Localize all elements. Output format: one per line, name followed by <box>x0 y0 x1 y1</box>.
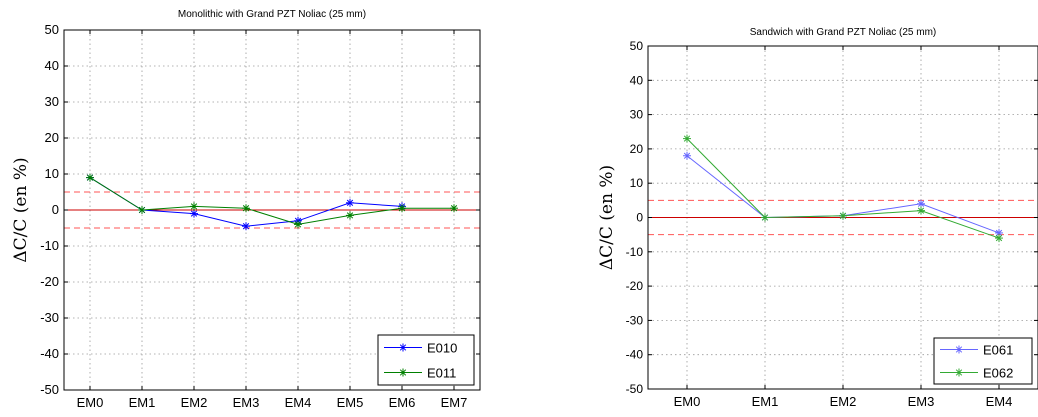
data-point-e011 <box>86 173 94 182</box>
y-tick-label: -40 <box>40 346 59 361</box>
y-tick-label: -20 <box>40 274 59 289</box>
x-tick-label: EM3 <box>908 394 935 409</box>
y-tick-label: -20 <box>626 279 644 293</box>
y-tick-label: 20 <box>45 130 59 145</box>
series-line-e011 <box>89 177 454 225</box>
x-tick-label: EM2 <box>830 394 857 409</box>
x-tick-label: EM4 <box>285 395 312 410</box>
y-tick-label: 30 <box>45 94 59 109</box>
legend-marker-e011 <box>399 368 407 377</box>
y-tick-label: 30 <box>630 108 644 122</box>
data-point-e062 <box>995 234 1003 243</box>
x-tick-label: EM0 <box>77 395 104 410</box>
chart-sandwich: -50 -40 -30 -20 -10 0 10 20 30 40 50 EM0 EM1 EM2 EM3 EM… <box>597 27 1038 409</box>
y-tick-label: -30 <box>40 310 59 325</box>
x-tick-label: EM0 <box>674 394 701 409</box>
y-tick-label: 50 <box>45 22 59 37</box>
data-point-e061 <box>683 151 691 160</box>
y-axis-label: ΔC/C (en %) <box>597 165 617 270</box>
x-tick-label: EM7 <box>441 395 468 410</box>
y-tick-label: 10 <box>630 176 644 190</box>
y-tick-label: -10 <box>626 245 644 259</box>
y-tick-label: 20 <box>630 142 644 156</box>
data-point-e062 <box>839 211 847 220</box>
data-point-e010 <box>242 222 250 231</box>
y-tick-label: 10 <box>45 166 59 181</box>
y-tick-label: -50 <box>626 382 644 396</box>
y-tick-label: 50 <box>630 39 644 53</box>
data-point-e010 <box>346 198 354 207</box>
x-tick-label: EM2 <box>181 395 208 410</box>
x-tick-label: EM3 <box>233 395 260 410</box>
data-point-e062 <box>683 134 691 143</box>
legend: E061 E062 <box>933 337 1033 385</box>
legend-label-e011: E011 <box>427 366 456 381</box>
data-point-e011 <box>242 204 250 213</box>
data-point-e011 <box>346 211 354 220</box>
x-tick-label: EM6 <box>389 395 416 410</box>
data-point-e061 <box>917 199 925 208</box>
data-point-e062 <box>917 206 925 215</box>
legend-marker-e061 <box>955 345 963 354</box>
data-point-e011 <box>450 204 458 213</box>
data-point-e011 <box>294 220 302 229</box>
data-point-e010 <box>190 209 198 218</box>
y-tick-label: -40 <box>626 348 644 362</box>
x-tick-label: EM5 <box>337 395 364 410</box>
data-point-e011 <box>398 204 406 213</box>
legend-label-e061: E061 <box>983 343 1013 358</box>
legend: E010 E011 <box>377 334 475 386</box>
legend-label-e010: E010 <box>427 341 457 356</box>
chart-title: Monolithic with Grand PZT Noliac (25 mm) <box>178 9 366 20</box>
legend-marker-e062 <box>955 368 963 377</box>
y-tick-label: -30 <box>626 313 644 327</box>
x-tick-label: EM4 <box>986 394 1013 409</box>
y-tick-label: -10 <box>40 238 59 253</box>
y-tick-label: 0 <box>52 202 59 217</box>
y-axis-label: ΔC/C (en %) <box>11 157 31 262</box>
chart-title: Sandwich with Grand PZT Noliac (25 mm) <box>750 27 937 38</box>
y-tick-label: 0 <box>636 211 643 225</box>
x-tick-label: EM1 <box>129 395 156 410</box>
legend-box <box>933 337 1033 385</box>
legend-box <box>377 334 475 386</box>
data-point-e011 <box>190 202 198 211</box>
legend-marker-e010 <box>399 343 407 352</box>
chart-monolithic: -50 -40 -30 -20 -10 0 10 20 30 40 50 EM0 EM1 EM2 EM3 EM… <box>11 9 481 410</box>
y-tick-label: 40 <box>630 73 644 87</box>
data-point-e062 <box>761 213 769 222</box>
data-point-e011 <box>138 206 146 214</box>
x-tick-label: EM1 <box>752 394 779 409</box>
y-tick-label: 40 <box>45 58 59 73</box>
legend-label-e062: E062 <box>983 366 1013 381</box>
y-tick-label: -50 <box>40 382 59 397</box>
